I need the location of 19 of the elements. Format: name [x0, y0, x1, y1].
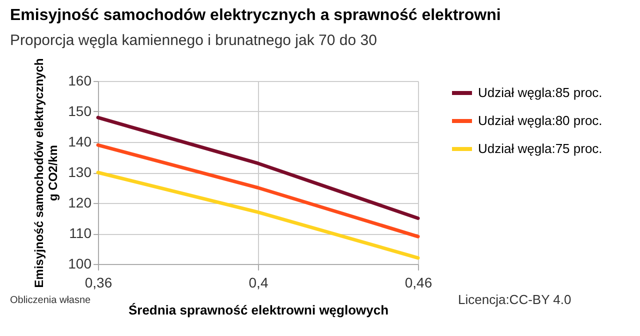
- text: Obliczenia własne: [10, 295, 92, 306]
- y-tick-label: 150: [68, 103, 92, 119]
- y-tick-label: 100: [68, 256, 92, 272]
- legend-label: Udział węgla:85 proc.: [478, 85, 602, 100]
- y-tick-label: 160: [68, 72, 92, 88]
- x-tick-label: 0,36: [84, 274, 112, 290]
- y-tick-label: 110: [69, 225, 92, 241]
- x-tick-label: 0,46: [404, 274, 432, 290]
- legend-label: Udział węgla:75 proc.: [478, 141, 602, 156]
- y-tick-label: 130: [68, 164, 92, 180]
- x-axis-title: Średnia sprawność elektrowni węglowych: [128, 302, 389, 318]
- y-axis-title: Emisyjność samochodów elektrycznych g CO2/km: [32, 58, 60, 288]
- text: Licencja:CC-BY 4.0: [458, 292, 572, 307]
- legend-label: Udział węgla:80 proc.: [478, 113, 602, 128]
- chart-title: Emisyjność samochodów elektrycznych a sprawność elektrowni: [10, 6, 501, 24]
- chart-subtitle: Proporcja węgla kamiennego i brunatnego jak 70 do 30: [10, 32, 377, 49]
- y-tick-label: 140: [68, 134, 92, 150]
- y-tick-label: 120: [68, 194, 92, 210]
- x-tick-label: 0,4: [248, 274, 268, 290]
